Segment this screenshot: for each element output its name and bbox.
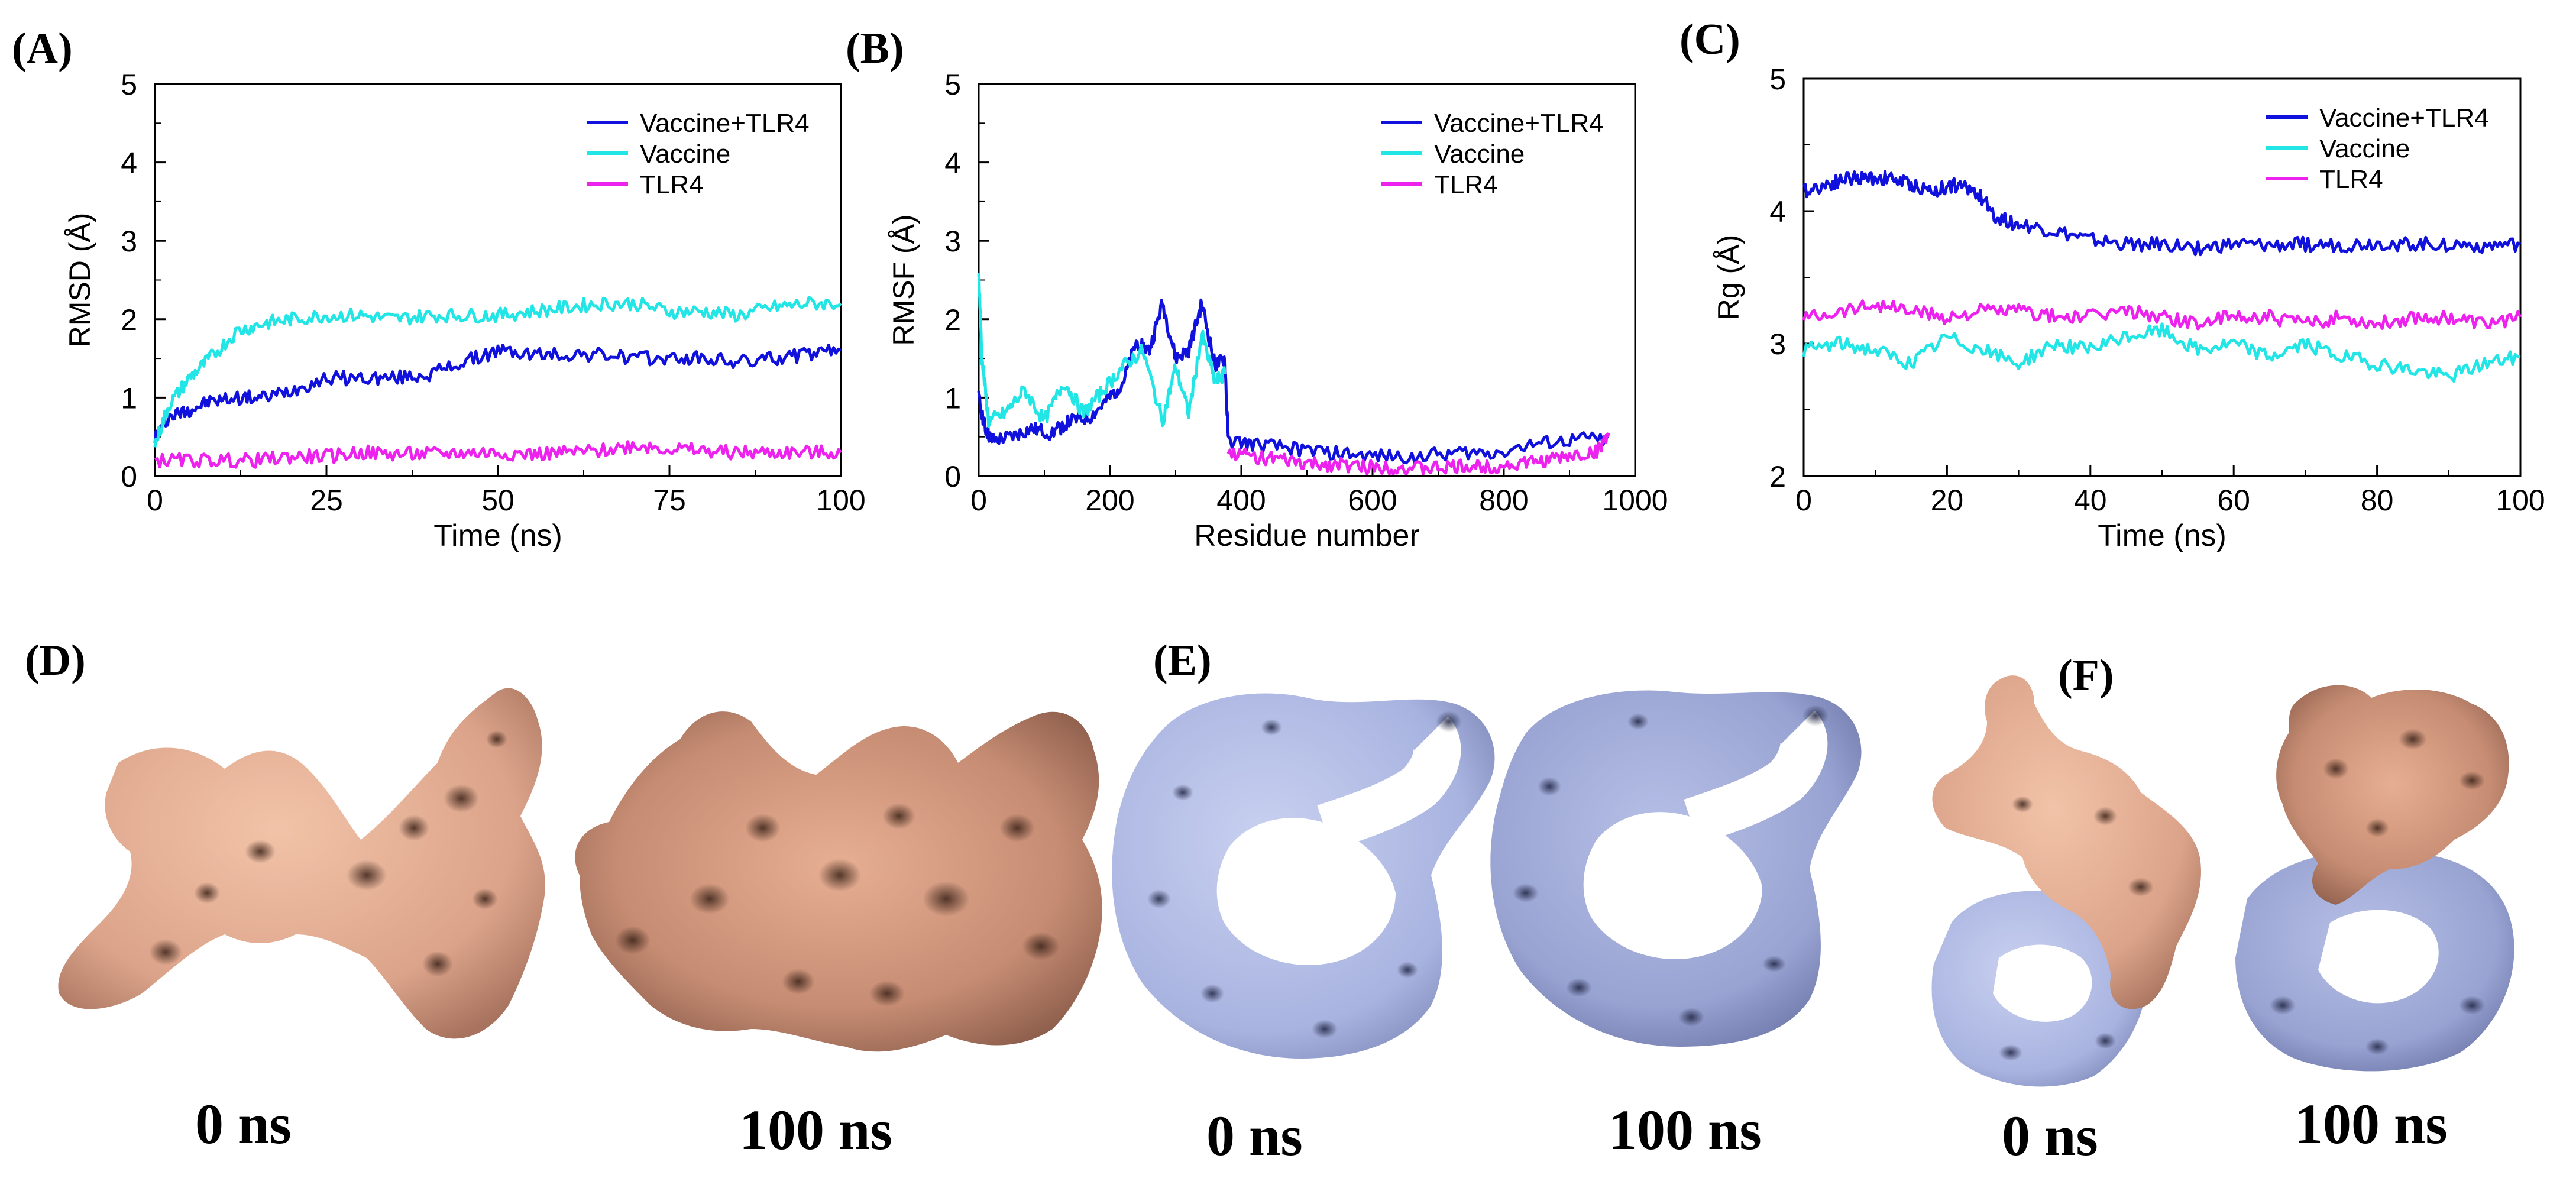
panel-label-d: (D)	[25, 636, 86, 685]
tlr4-structure-100ns	[1490, 690, 1862, 1047]
panel-label-f: (F)	[2058, 651, 2114, 700]
panel-label-e: (E)	[1153, 636, 1212, 685]
complex-structure-0ns	[1931, 675, 2201, 1087]
e-time-100ns: 100 ns	[1609, 1098, 1762, 1161]
panel-label-b: (B)	[846, 24, 904, 73]
f-time-100ns: 100 ns	[2295, 1092, 2448, 1156]
complex-structure-100ns	[2235, 685, 2514, 1072]
e-time-0ns: 0 ns	[1206, 1104, 1303, 1167]
vaccine-structure-0ns	[58, 688, 545, 1039]
panel-label-c: (C)	[1679, 15, 1740, 64]
f-time-0ns: 0 ns	[2002, 1104, 2098, 1167]
d-time-0ns: 0 ns	[195, 1092, 292, 1156]
panel-label-a: (A)	[12, 24, 73, 73]
d-time-100ns: 100 ns	[739, 1098, 892, 1161]
vaccine-structure-100ns	[575, 711, 1102, 1052]
tlr4-structure-0ns	[1112, 693, 1495, 1059]
